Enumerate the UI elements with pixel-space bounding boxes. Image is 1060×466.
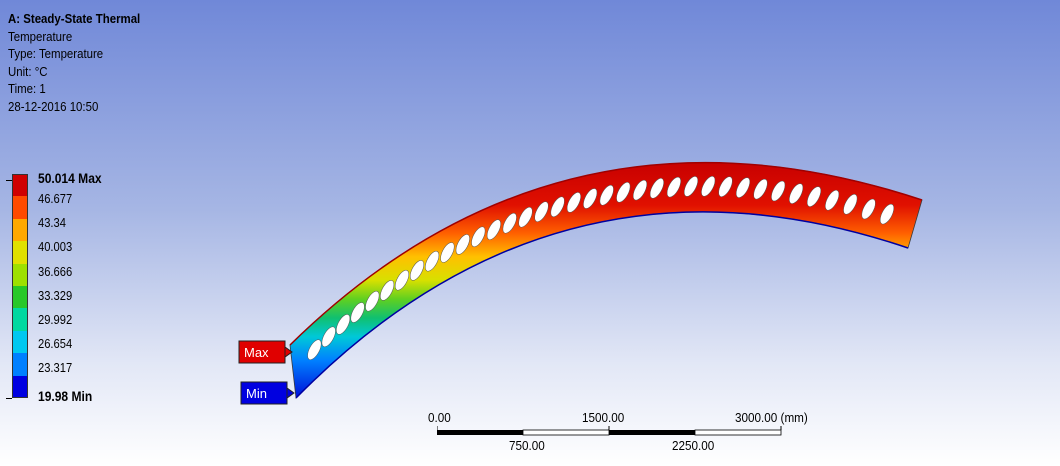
scale-label-2250: 2250.00 bbox=[672, 438, 715, 453]
cooling-hole bbox=[843, 194, 858, 215]
result-unit: Unit: °C bbox=[8, 63, 48, 79]
legend-value-label: 26.654 bbox=[38, 336, 73, 352]
cooling-hole bbox=[771, 180, 786, 202]
cooling-hole bbox=[425, 250, 440, 272]
scale-ruler bbox=[437, 426, 782, 436]
scale-label-750: 750.00 bbox=[509, 438, 545, 453]
scale-label-0: 0.00 bbox=[428, 410, 451, 425]
legend-value-label: 33.329 bbox=[38, 287, 73, 303]
cooling-hole bbox=[566, 192, 581, 213]
cooling-hole bbox=[825, 189, 840, 211]
cooling-hole bbox=[735, 177, 751, 198]
cooling-holes bbox=[307, 176, 895, 360]
cooling-hole bbox=[683, 176, 699, 197]
cooling-hole bbox=[518, 206, 533, 228]
curved-beam bbox=[289, 161, 923, 399]
cooling-hole bbox=[336, 314, 351, 335]
cooling-hole bbox=[321, 326, 336, 348]
result-info: A: Steady-State Thermal Temperature Type… bbox=[8, 10, 140, 115]
legend-swatch bbox=[12, 375, 28, 398]
cooling-hole bbox=[649, 178, 664, 199]
cooling-hole bbox=[789, 183, 804, 204]
cooling-hole bbox=[534, 201, 549, 222]
cooling-hole bbox=[753, 178, 768, 200]
cooling-hole bbox=[502, 212, 517, 234]
cooling-hole bbox=[718, 176, 733, 197]
scale-label-3000: 3000.00 (mm) bbox=[735, 410, 808, 425]
legend-value-label: 46.677 bbox=[38, 191, 73, 206]
legend-min-label: 19.98 Min bbox=[38, 388, 93, 404]
legend-value-label: 29.992 bbox=[38, 312, 73, 327]
cooling-hole bbox=[365, 290, 380, 312]
cooling-hole bbox=[307, 339, 322, 360]
cooling-hole bbox=[394, 269, 410, 291]
legend-swatch bbox=[12, 218, 28, 242]
legend-value-label: 36.666 bbox=[38, 263, 73, 279]
legend-swatch bbox=[12, 241, 28, 264]
cooling-hole bbox=[806, 186, 822, 207]
scale-label-1500: 1500.00 bbox=[582, 410, 625, 425]
cooling-hole bbox=[350, 302, 365, 323]
legend-value-label: 40.003 bbox=[38, 239, 73, 255]
legend-value-label: 23.317 bbox=[38, 360, 73, 376]
legend-bar-border bbox=[12, 174, 28, 398]
legend-swatch bbox=[12, 353, 28, 376]
legend-value-label: 43.34 bbox=[38, 215, 66, 231]
cooling-hole bbox=[616, 182, 631, 203]
legend-swatch bbox=[12, 308, 28, 331]
legend-swatch bbox=[12, 286, 28, 309]
legend-swatch bbox=[12, 196, 28, 219]
cooling-hole bbox=[701, 176, 716, 197]
cooling-hole bbox=[550, 196, 565, 218]
cooling-hole bbox=[440, 242, 455, 263]
cooling-hole bbox=[471, 226, 486, 248]
result-time: Time: 1 bbox=[8, 81, 46, 96]
legend-max-label: 50.014 Max bbox=[38, 170, 102, 186]
legend-tick-max bbox=[6, 180, 12, 181]
cooling-hole bbox=[486, 219, 501, 240]
legend-swatch bbox=[12, 174, 28, 197]
legend-tick-min bbox=[6, 398, 12, 399]
cooling-hole bbox=[599, 184, 614, 206]
result-date: 28-12-2016 10:50 bbox=[8, 98, 99, 114]
cooling-hole bbox=[455, 234, 470, 255]
cooling-hole bbox=[666, 176, 681, 198]
result-type: Type: Temperature bbox=[8, 46, 104, 61]
result-name: Temperature bbox=[8, 28, 73, 44]
legend-swatch bbox=[12, 330, 28, 354]
cooling-hole bbox=[861, 198, 876, 220]
legend-swatch bbox=[12, 263, 28, 286]
cooling-hole bbox=[632, 179, 648, 201]
cooling-hole bbox=[879, 203, 895, 225]
cooling-hole bbox=[409, 260, 425, 281]
cooling-hole bbox=[380, 280, 395, 301]
analysis-title: A: Steady-State Thermal bbox=[8, 11, 141, 26]
cooling-hole bbox=[583, 188, 598, 209]
